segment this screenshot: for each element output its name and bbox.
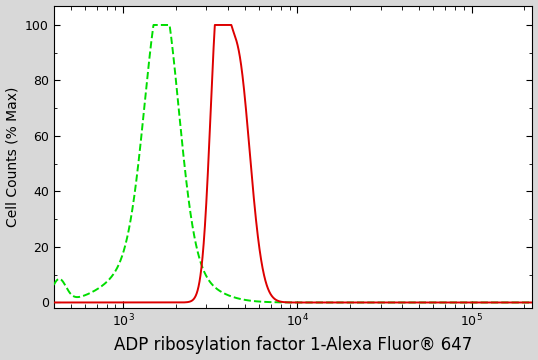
X-axis label: ADP ribosylation factor 1-Alexa Fluor® 647: ADP ribosylation factor 1-Alexa Fluor® 6…: [114, 337, 472, 355]
Y-axis label: Cell Counts (% Max): Cell Counts (% Max): [5, 87, 19, 227]
